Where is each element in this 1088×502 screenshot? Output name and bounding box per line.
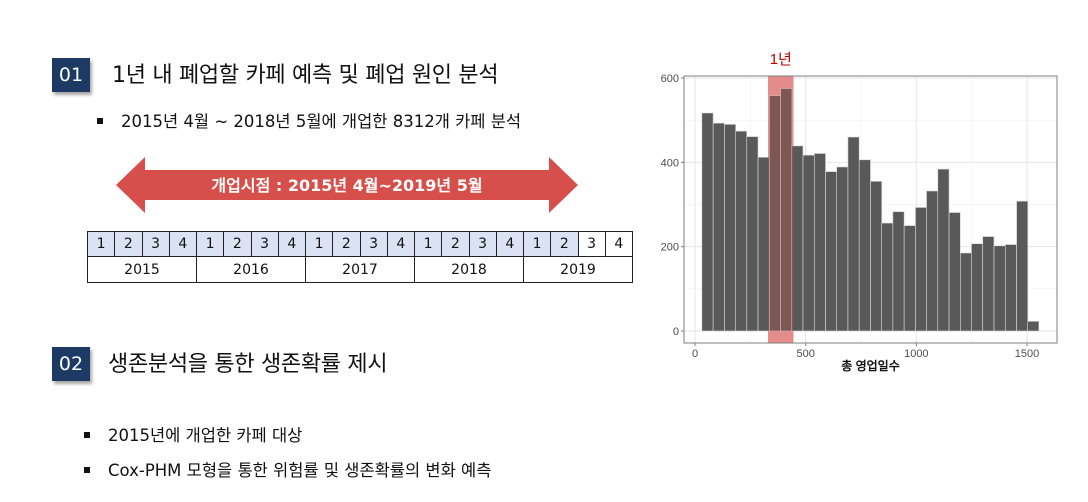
histogram-bar [993, 245, 1006, 332]
histogram-bar [903, 225, 916, 332]
quarter-cell: 4 [168, 231, 198, 257]
y-tick-label: 400 [661, 157, 679, 169]
quarter-cell: 3 [141, 231, 170, 257]
histogram-bar [757, 156, 770, 332]
one-year-annotation: 1년 [770, 51, 792, 68]
histogram-bar [1027, 321, 1040, 332]
histogram-bar [746, 136, 759, 332]
histogram-bar [948, 212, 961, 332]
quarter-cell: 2 [550, 231, 579, 257]
year-cell: 2015 [87, 256, 197, 283]
section-title: 1년 내 폐업할 카페 예측 및 폐업 원인 분석 [112, 63, 499, 88]
quarter-cell: 4 [386, 231, 416, 257]
histogram-bar [735, 130, 748, 332]
quarter-cell: 2 [114, 231, 143, 257]
bullet-square-icon [84, 466, 90, 473]
section-number-badge: 01 [52, 58, 90, 92]
bullet-square-icon [84, 431, 90, 438]
histogram-bar [937, 168, 950, 332]
histogram-bar [847, 136, 860, 332]
histogram-bar [960, 252, 972, 332]
x-tick-label: 1000 [904, 348, 928, 360]
histogram-bar [971, 243, 983, 332]
y-tick-label: 600 [661, 73, 679, 85]
quarter-cell: 3 [250, 231, 279, 257]
histogram-bar [701, 112, 714, 332]
bullet-square-icon [97, 117, 103, 124]
histogram-bar [825, 171, 838, 332]
quarter-cell: 1 [522, 231, 552, 257]
quarter-cell: 1 [413, 231, 443, 257]
year-cell: 2017 [305, 256, 415, 283]
quarter-cell: 4 [495, 231, 525, 257]
histogram-bar [836, 166, 849, 332]
histogram-bar [813, 153, 826, 332]
section-title: 생존분석을 통한 생존확률 제시 [108, 352, 388, 377]
histogram-bar [915, 207, 927, 332]
bullet-text: 2015년에 개업한 카페 대상 [108, 426, 303, 445]
histogram-bar [926, 190, 939, 332]
histogram-bar [724, 124, 736, 332]
quarter-cell: 4 [604, 231, 634, 257]
bullet-text: Cox-PHM 모형을 통한 위험률 및 생존확률의 변화 예측 [108, 461, 492, 480]
x-tick-label: 1500 [1015, 348, 1039, 360]
histogram-bar [892, 211, 905, 332]
histogram-bar [1016, 200, 1029, 332]
year-cell: 2019 [523, 256, 633, 283]
quarter-cell: 2 [332, 231, 361, 257]
bullet-item: 2015년에 개업한 카페 대상 [84, 422, 302, 446]
bullet-text: 2015년 4월 ~ 2018년 5월에 개업한 8312개 카페 분석 [121, 112, 522, 131]
year-cell: 2018 [414, 256, 524, 283]
section-number-badge: 02 [52, 347, 90, 381]
year-cell: 2016 [196, 256, 306, 283]
quarter-cell: 4 [277, 231, 307, 257]
quarter-cell: 3 [577, 231, 606, 257]
quarter-cell: 2 [441, 231, 470, 257]
histogram-bar [1005, 244, 1017, 332]
quarter-cell: 3 [468, 231, 497, 257]
operating-days-histogram: 0 200 400 600 0 500 1000 1500 총 영업일수 1년 [661, 51, 1058, 373]
histogram-bar [858, 159, 871, 332]
double-arrow-icon [116, 157, 578, 213]
quarter-cell: 1 [304, 231, 334, 257]
x-tick-label: 500 [796, 348, 814, 360]
histogram-bar [870, 181, 883, 332]
x-tick-label: 0 [692, 348, 698, 360]
x-axis-label: 총 영업일수 [841, 358, 900, 373]
year-row: 2015 2016 2017 2018 2019 [87, 256, 633, 283]
quarter-cell: 2 [223, 231, 252, 257]
y-tick-label: 0 [673, 326, 679, 338]
quarter-cell: 1 [195, 231, 225, 257]
histogram-bar [982, 236, 995, 332]
bullet-item: Cox-PHM 모형을 통한 위험률 및 생존확률의 변화 예측 [84, 457, 491, 481]
histogram-bar [881, 222, 894, 332]
quarter-cell: 1 [86, 231, 116, 257]
opening-period-label: 개업시점 : 2015년 4월~2019년 5월 [211, 176, 483, 195]
bullet-item: 2015년 4월 ~ 2018년 5월에 개업한 8312개 카페 분석 [97, 108, 521, 132]
histogram-bar [802, 154, 815, 332]
quarter-cell: 3 [359, 231, 388, 257]
y-tick-label: 200 [661, 242, 679, 254]
histogram-bar [712, 122, 725, 332]
